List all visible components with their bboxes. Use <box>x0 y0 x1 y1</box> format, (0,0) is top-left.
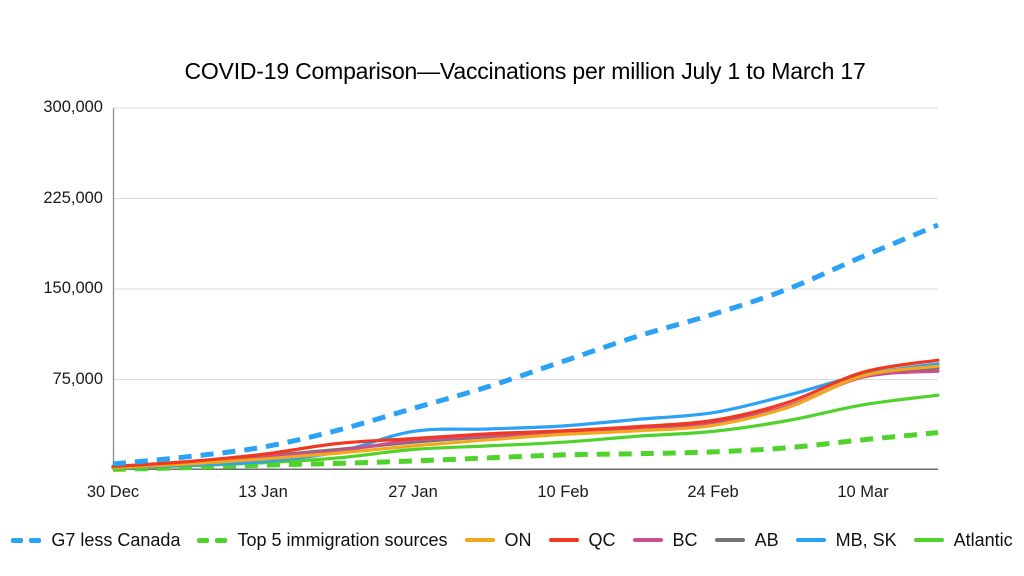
chart-legend: G7 less Canada Top 5 immigration sources O… <box>0 527 1024 553</box>
legend-swatch-bc <box>632 537 663 543</box>
legend-line-segment <box>795 537 826 543</box>
legend-swatch-ab <box>714 537 745 543</box>
legend-dash-segment <box>215 537 228 543</box>
series-line-mb-sk <box>111 362 940 470</box>
y-tick-label: 150,000 <box>43 279 103 297</box>
x-tick-label: 10 Feb <box>537 483 589 501</box>
legend-item-on: ON <box>464 529 532 551</box>
legend-line-segment <box>913 537 944 543</box>
y-tick-label: 300,000 <box>43 98 103 116</box>
legend-label: MB, SK <box>835 529 897 550</box>
legend-item-top-5-immigration-sources: Top 5 immigration sources <box>197 529 448 551</box>
legend-swatch-qc <box>548 537 579 543</box>
series-line-qc <box>111 358 940 468</box>
legend-line-segment <box>464 537 495 543</box>
x-tick-label: 27 Jan <box>388 483 438 501</box>
series-line-top-5-immigration-sources <box>112 430 939 472</box>
x-tick-label: 10 Mar <box>837 483 889 501</box>
legend-dash-segment <box>197 537 210 543</box>
legend-item-mb-sk: MB, SK <box>795 529 897 551</box>
legend-item-g7-less-canada: G7 less Canada <box>11 530 180 551</box>
legend-label: AB <box>754 529 779 550</box>
legend-label: QC <box>588 529 616 550</box>
legend-line-segment <box>548 537 579 543</box>
legend-swatch-g7-less-canada <box>11 537 42 543</box>
y-tick-label: 225,000 <box>43 188 103 207</box>
legend-item-bc: BC <box>632 529 698 551</box>
legend-label: Top 5 immigration sources <box>237 529 448 550</box>
legend-item-ab: AB <box>714 529 779 551</box>
legend-label: Atlantic <box>953 529 1013 550</box>
series-line-bc <box>111 369 940 469</box>
legend-label: G7 less Canada <box>51 529 181 550</box>
legend-item-qc: QC <box>548 529 616 551</box>
legend-dash-segment <box>29 537 42 543</box>
chart-title: COVID-19 Comparison—Vaccinations per mil… <box>184 58 866 84</box>
x-tick-label: 24 Feb <box>687 483 739 501</box>
line-chart <box>111 107 940 472</box>
series-line-ab <box>111 366 940 469</box>
legend-label: BC <box>672 529 698 550</box>
legend-swatch-on <box>464 537 495 543</box>
series-line-on <box>111 364 940 470</box>
legend-swatch-mb-sk <box>795 537 826 543</box>
x-tick-label: 13 Jan <box>238 483 288 501</box>
legend-line-segment <box>714 537 745 543</box>
legend-label: ON <box>504 529 532 550</box>
legend-swatch-atlantic <box>913 537 944 543</box>
legend-swatch-top-5-immigration-sources <box>197 537 228 543</box>
y-tick-label: 75,000 <box>52 369 103 388</box>
plot-area <box>111 105 940 472</box>
legend-line-segment <box>632 537 663 543</box>
legend-dash-segment <box>11 537 24 543</box>
x-tick-label: 30 Dec <box>86 483 140 501</box>
legend-item-atlantic: Atlantic <box>913 529 1013 551</box>
